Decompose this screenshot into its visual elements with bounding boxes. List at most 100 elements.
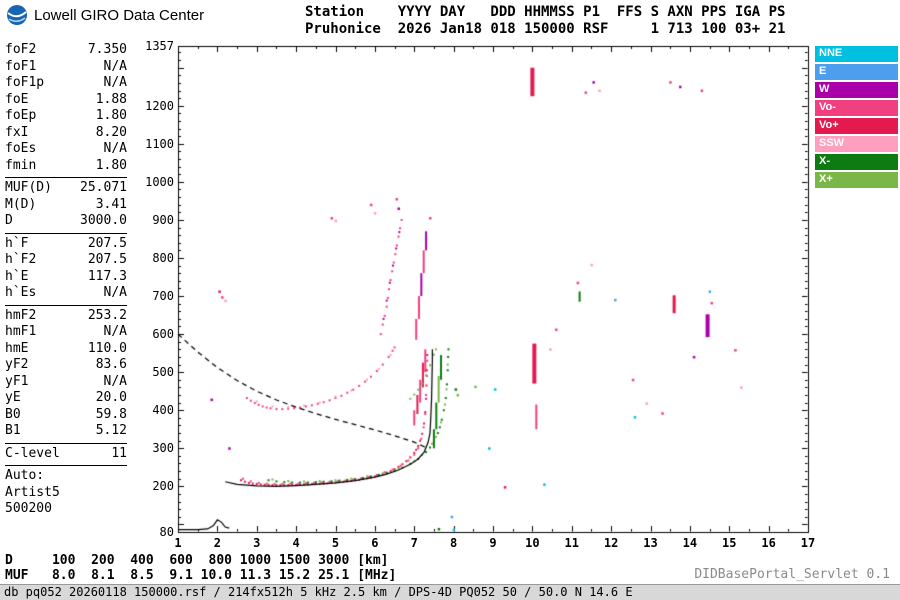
x-tick-label: 2 <box>213 536 221 550</box>
panel-separator <box>5 465 127 466</box>
param-row-h-f2: h`F2 207.5 <box>5 252 127 269</box>
status-bar: db pq052 20260118 150000.rsf / 214fx512h… <box>0 584 900 600</box>
x-tick-label: 9 <box>489 536 497 550</box>
param-row-b0: B0 59.8 <box>5 407 127 424</box>
param-value: 3000.0 <box>80 213 127 228</box>
param-label: foEs <box>5 141 37 156</box>
param-label: yF2 <box>5 357 29 372</box>
station-header: Station YYYY DAY DDD HHMMSS P1 FFS S AXN… <box>305 4 785 38</box>
auto-line-500200: 500200 <box>5 501 52 516</box>
x-tick-label: 3 <box>253 536 261 550</box>
param-label: B1 <box>5 423 21 438</box>
y-tick-label: 800 <box>152 250 174 265</box>
param-label: h`F <box>5 235 29 251</box>
x-tick-label: 12 <box>603 536 619 550</box>
ionogram-plot: 1357 1200 1100 1000 900 800 700 600 500 400 300 200… <box>140 38 840 550</box>
param-value: 207.5 <box>87 235 127 251</box>
param-value: 59.8 <box>95 406 127 422</box>
param-value: 207.5 <box>87 252 127 267</box>
x-tick-label: 15 <box>722 536 737 550</box>
param-row-fmin: fmin 1.80 <box>5 158 127 175</box>
ionogram-canvas[interactable] <box>140 38 840 550</box>
param-value: 1.88 <box>95 91 127 107</box>
param-row-hme: hmE 110.0 <box>5 341 127 358</box>
param-row-d: D 3000.0 <box>5 213 127 230</box>
y-tick-label: 700 <box>152 289 174 304</box>
x-tick-label: 10 <box>525 536 540 550</box>
param-label: foEp <box>5 108 37 123</box>
x-tick-label: 1 <box>174 536 182 550</box>
x-tick-label: 14 <box>682 536 698 550</box>
station-header-row: Station YYYY DAY DDD HHMMSS P1 FFS S AXN… <box>305 4 786 20</box>
x-tick-label: 16 <box>761 536 776 550</box>
muf-row: MUF 8.0 8.1 8.5 9.1 10.0 11.3 15.2 25.1 … <box>5 568 397 583</box>
param-row-h-e: h`E 117.3 <box>5 269 127 286</box>
param-label: foF2 <box>5 42 37 57</box>
param-value: 83.6 <box>95 357 127 372</box>
x-tick-label: 11 <box>564 536 579 550</box>
panel-separator <box>5 232 127 234</box>
param-row-foes: foEs N/A <box>5 141 127 158</box>
x-tick-label: 17 <box>800 536 816 550</box>
panel-separator <box>5 442 127 444</box>
param-value: N/A <box>103 75 127 90</box>
param-label: foF1p <box>5 75 45 90</box>
param-label: yE <box>5 390 21 405</box>
param-label: C-level <box>5 445 60 461</box>
y-tick-label: 200 <box>152 479 174 494</box>
param-label: hmF1 <box>5 324 37 339</box>
param-value: 8.20 <box>95 124 127 140</box>
y-tick-label: 1000 <box>145 174 174 189</box>
y-tick-label: 1357 <box>145 39 174 53</box>
d-row: D 100 200 400 600 800 1000 1500 3000 [km… <box>5 553 389 568</box>
auto-line-auto: Auto: <box>5 468 45 483</box>
param-value: N/A <box>103 141 127 156</box>
param-value: 253.2 <box>87 307 127 323</box>
param-value: N/A <box>103 324 127 339</box>
param-row-fxi: fxI 8.20 <box>5 125 127 142</box>
param-row-fof1p: foF1p N/A <box>5 75 127 92</box>
giro-logo: Lowell GIRO Data Center <box>6 4 204 26</box>
servlet-version: DIDBasePortal_Servlet 0.1 <box>694 567 890 582</box>
brand-title: Lowell GIRO Data Center <box>34 6 205 24</box>
x-tick-label: 13 <box>643 536 658 550</box>
param-value: 7.350 <box>87 42 127 57</box>
param-label: h`Es <box>5 285 37 300</box>
param-value: 5.12 <box>95 423 127 438</box>
param-value: 3.41 <box>95 196 127 212</box>
y-tick-label: 1200 <box>145 98 174 113</box>
param-value: N/A <box>103 58 127 74</box>
y-tick-label: 80 <box>159 525 174 539</box>
param-label: MUF(D) <box>5 180 52 195</box>
panel-separator <box>5 177 127 178</box>
param-value: 11 <box>111 445 127 461</box>
x-tick-label: 7 <box>410 536 418 550</box>
param-label: fmin <box>5 157 37 173</box>
x-tick-label: 4 <box>292 536 300 550</box>
panel-separator <box>5 304 127 306</box>
param-value: N/A <box>103 373 127 389</box>
param-label: h`F2 <box>5 252 37 267</box>
y-tick-label: 300 <box>152 441 174 456</box>
y-tick-label: 500 <box>152 365 174 380</box>
param-label: M(D) <box>5 196 37 212</box>
d-muf-table: D 100 200 400 600 800 1000 1500 3000 [km… <box>5 553 396 583</box>
param-label: B0 <box>5 406 21 422</box>
param-row-c-level: C-level 11 <box>5 446 127 463</box>
param-label: foE <box>5 91 29 107</box>
param-label: hmF2 <box>5 307 37 323</box>
param-value: 1.80 <box>95 108 127 123</box>
y-tick-label: 400 <box>152 403 174 418</box>
param-value: N/A <box>103 285 127 300</box>
param-row-fof1: foF1 N/A <box>5 59 127 76</box>
param-value: 117.3 <box>87 268 127 284</box>
param-row-fof2: foF2 7.350 <box>5 42 127 59</box>
auto-line-artist5: Artist5 <box>5 484 60 500</box>
param-row-hmf1: hmF1 N/A <box>5 324 127 341</box>
x-tick-label: 6 <box>371 536 379 550</box>
param-row-m-d: M(D) 3.41 <box>5 197 127 214</box>
param-row-foep: foEp 1.80 <box>5 108 127 125</box>
param-row-yf2: yF2 83.6 <box>5 357 127 374</box>
param-label: D <box>5 213 13 228</box>
